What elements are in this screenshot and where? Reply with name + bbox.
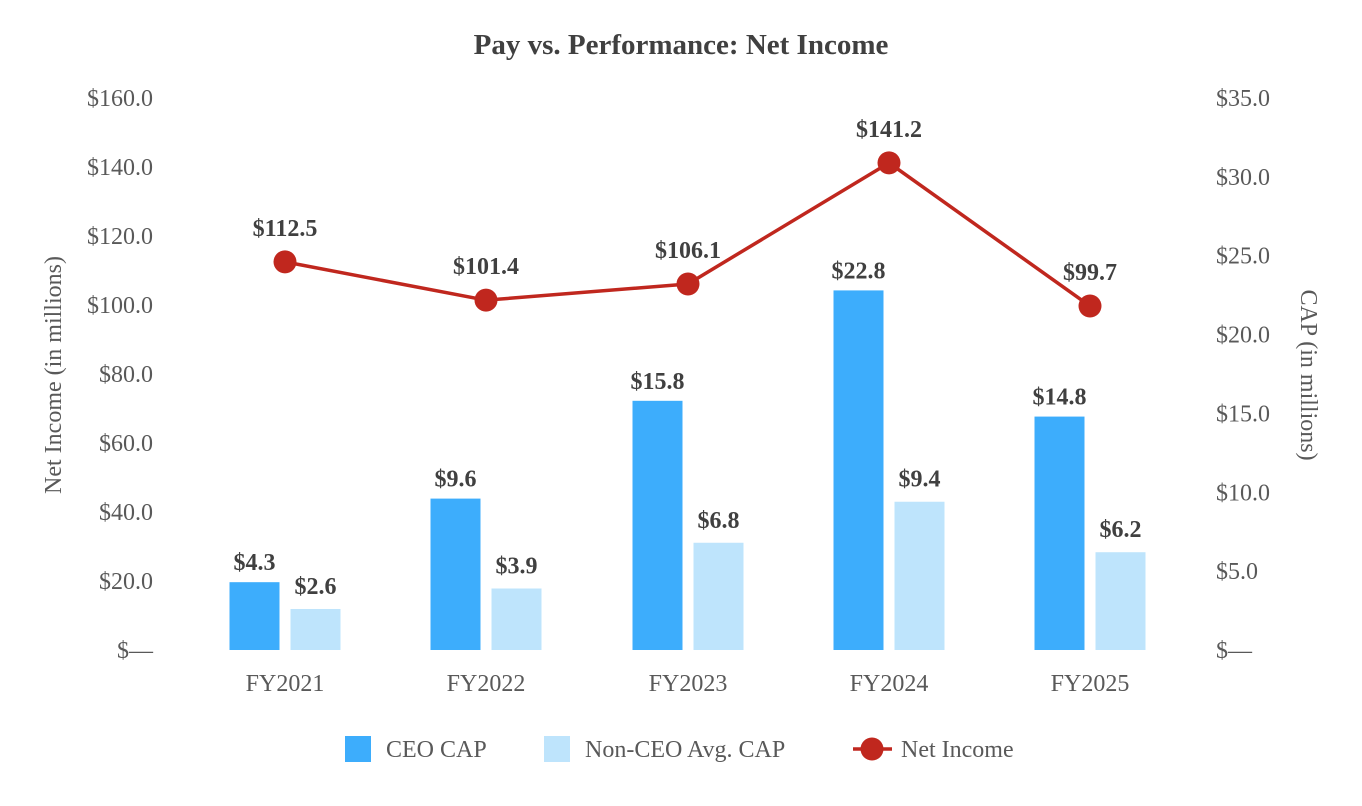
data-label-net-income: $99.7	[1063, 260, 1117, 286]
data-label-net-income: $101.4	[453, 254, 519, 280]
data-label-net-income: $141.2	[856, 117, 922, 143]
y-right-tick-label: $35.0	[1216, 86, 1270, 112]
bar-non-ceo-avg-cap	[290, 608, 341, 650]
y-right-tick-label: $5.0	[1216, 559, 1258, 585]
data-label-ceo-cap: $14.8	[1033, 385, 1087, 411]
x-category-label: FY2022	[447, 671, 526, 697]
bar-ceo-cap	[430, 498, 481, 650]
y-right-axis-title: CAP (in millions)	[1295, 289, 1321, 460]
y-right-tick-label: $—	[1216, 638, 1253, 664]
legend: CEO CAP Non-CEO Avg. CAP Net Income	[345, 736, 1014, 763]
y-right-tick-label: $30.0	[1216, 165, 1270, 191]
line-layer: $112.5 $101.4 $106.1 $141.2 $99.7	[253, 117, 1117, 318]
net-income-point	[474, 288, 498, 312]
legend-label-non-ceo-avg-cap: Non-CEO Avg. CAP	[585, 737, 785, 763]
y-left-tick-label: $20.0	[99, 569, 153, 595]
y-right-tick-label: $15.0	[1216, 401, 1270, 427]
y-left-axis-title: Net Income (in millions)	[41, 256, 67, 494]
bar-non-ceo-avg-cap	[491, 588, 542, 650]
y-right-tick-label: $25.0	[1216, 244, 1270, 270]
data-label-ceo-cap: $15.8	[631, 369, 685, 395]
y-left-tick-label: $160.0	[87, 86, 153, 112]
bars-layer: $4.3 $2.6 $9.6 $3.9 $15.8 $6.8 $22.8 $9.4 $14.8 $…	[229, 258, 1146, 650]
net-income-point	[273, 250, 297, 274]
y-left-tick-label: $100.0	[87, 293, 153, 319]
y-left-tick-label: $—	[117, 638, 154, 664]
y-left-tick-label: $140.0	[87, 155, 153, 181]
y-left-tick-label: $40.0	[99, 500, 153, 526]
data-label-ceo-cap: $9.6	[435, 467, 477, 493]
y-left-tick-label: $120.0	[87, 224, 153, 250]
y-right-ticks: $— $5.0 $10.0 $15.0 $20.0 $25.0 $30.0 $35.0	[1216, 86, 1270, 664]
net-income-point	[1078, 294, 1102, 318]
net-income-point	[877, 151, 901, 175]
y-right-tick-label: $10.0	[1216, 480, 1270, 506]
bar-non-ceo-avg-cap	[693, 542, 744, 650]
data-label-ceo-cap: $22.8	[832, 258, 886, 284]
data-label-net-income: $112.5	[253, 216, 318, 242]
x-category-label: FY2024	[850, 671, 929, 697]
data-label-non-ceo-avg-cap: $9.4	[899, 467, 941, 493]
data-label-net-income: $106.1	[655, 238, 721, 264]
data-label-non-ceo-avg-cap: $2.6	[295, 574, 337, 600]
y-left-ticks: $— $20.0 $40.0 $60.0 $80.0 $100.0 $120.0 $140.0…	[87, 86, 154, 664]
legend-label-net-income: Net Income	[901, 737, 1014, 763]
y-right-tick-label: $20.0	[1216, 323, 1270, 349]
chart-title: Pay vs. Performance: Net Income	[474, 29, 889, 61]
bar-ceo-cap	[1034, 416, 1085, 650]
bar-ceo-cap	[229, 582, 280, 650]
net-income-point	[676, 272, 700, 296]
data-label-non-ceo-avg-cap: $6.8	[698, 508, 740, 534]
data-label-non-ceo-avg-cap: $3.9	[496, 553, 538, 579]
legend-label-ceo-cap: CEO CAP	[386, 737, 487, 763]
legend-marker-net-income	[860, 737, 884, 761]
bar-non-ceo-avg-cap	[894, 501, 945, 650]
data-label-non-ceo-avg-cap: $6.2	[1100, 517, 1142, 543]
x-category-label: FY2025	[1051, 671, 1130, 697]
data-label-ceo-cap: $4.3	[234, 550, 276, 576]
x-axis-categories: FY2021 FY2022 FY2023 FY2024 FY2025	[246, 671, 1130, 697]
x-category-label: FY2023	[649, 671, 728, 697]
bar-non-ceo-avg-cap	[1095, 552, 1146, 650]
legend-swatch-non-ceo-avg-cap	[544, 736, 570, 762]
x-category-label: FY2021	[246, 671, 325, 697]
y-left-tick-label: $80.0	[99, 362, 153, 388]
y-left-tick-label: $60.0	[99, 431, 153, 457]
legend-swatch-ceo-cap	[345, 736, 371, 762]
bar-ceo-cap	[632, 400, 683, 650]
bar-ceo-cap	[833, 290, 884, 650]
